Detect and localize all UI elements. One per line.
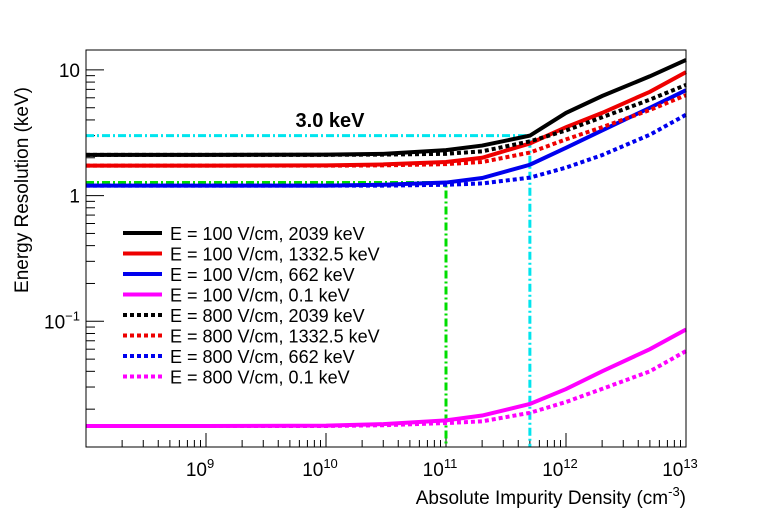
legend-label: E = 800 V/cm, 662 keV	[170, 347, 355, 367]
x-axis-label: Absolute Impurity Density (cm-3)	[416, 484, 686, 509]
legend-label: E = 100 V/cm, 662 keV	[170, 265, 355, 285]
y-axis-label: Energy Resolution (keV)	[12, 87, 33, 293]
series-line	[86, 112, 687, 188]
legend-label: E = 100 V/cm, 0.1 keV	[170, 286, 350, 306]
legend-label: E = 100 V/cm, 1332.5 keV	[170, 245, 380, 265]
y-tick-label: 10	[59, 61, 80, 82]
y-tick-label: 10−1	[44, 308, 80, 333]
y-tick-label: 1	[69, 187, 80, 208]
legend-label: E = 100 V/cm, 2039 keV	[170, 224, 365, 244]
x-tick-label: 1011	[423, 456, 458, 481]
x-tick-label: 1013	[662, 456, 698, 481]
legend-label: E = 800 V/cm, 1332.5 keV	[170, 327, 380, 347]
plot-frame	[85, 49, 687, 448]
series-line	[86, 93, 687, 168]
series-line	[86, 349, 687, 428]
legend-label: E = 800 V/cm, 2039 keV	[170, 306, 365, 326]
series-line	[86, 83, 687, 157]
x-tick-label: 109	[186, 456, 214, 481]
x-tick-label: 1010	[302, 456, 338, 481]
x-tick-label: 1012	[542, 456, 578, 481]
annotation: 3.0 keV	[296, 110, 366, 132]
legend-label: E = 800 V/cm, 0.1 keV	[170, 368, 350, 388]
